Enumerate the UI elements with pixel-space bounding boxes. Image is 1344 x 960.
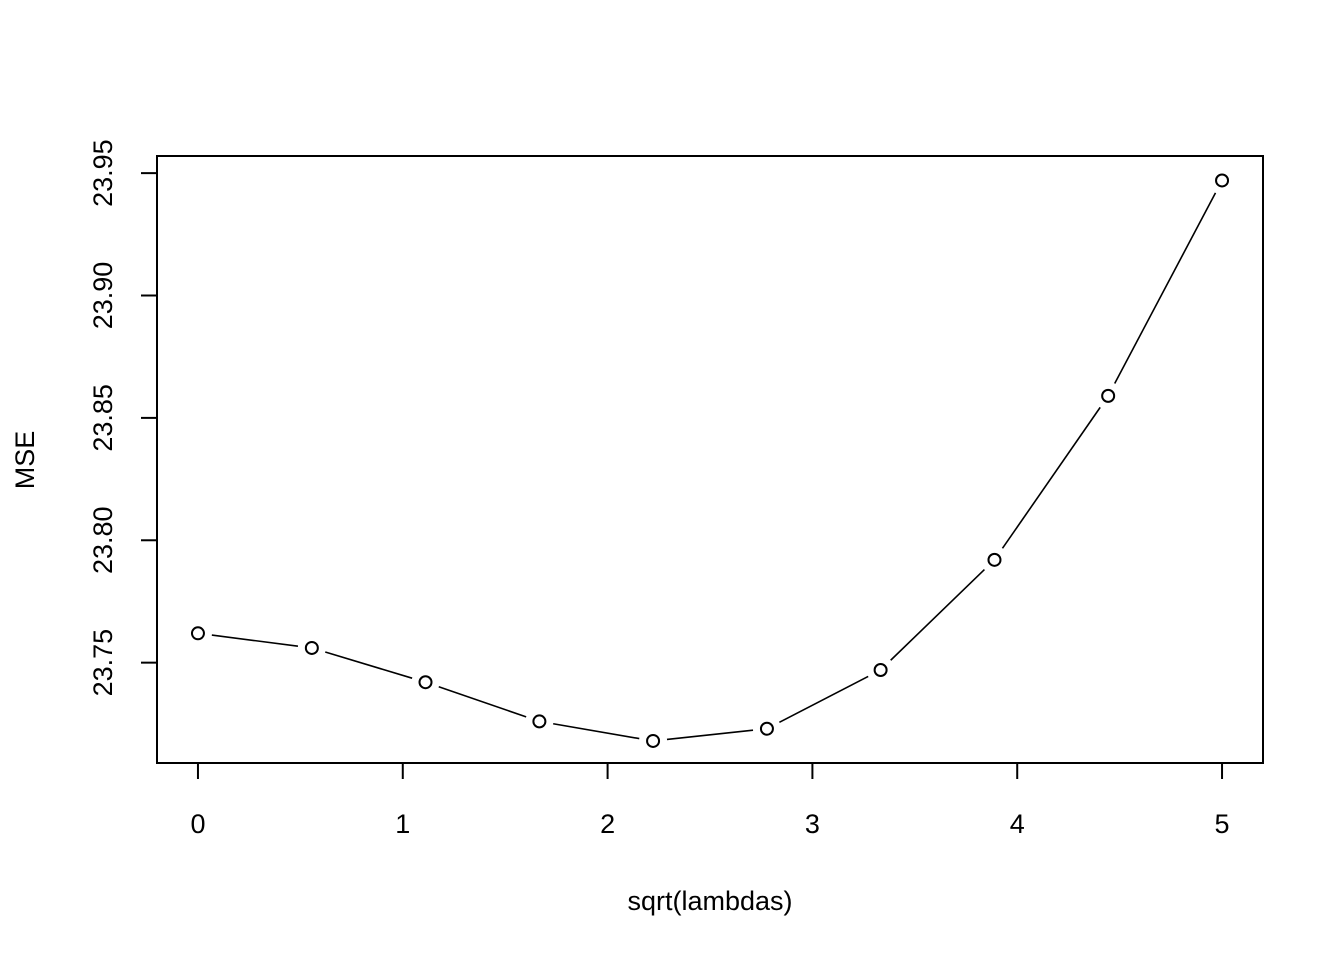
data-point (532, 714, 547, 729)
series-line-segment (779, 675, 869, 724)
data-point (987, 552, 1002, 567)
series-layer (190, 173, 1230, 748)
plot-frame (156, 155, 1264, 764)
x-axis: 0 1 2 3 4 5 (190, 762, 1230, 839)
y-axis: 23.75 23.80 23.85 23.90 23.95 (88, 139, 158, 697)
series-line-segment (325, 651, 413, 679)
data-point (418, 675, 433, 690)
series-line-segment (1001, 406, 1101, 549)
data-point (1215, 173, 1230, 188)
y-tick-label: 23.80 (88, 506, 118, 574)
series-line-segment (438, 686, 527, 718)
x-tick-label: 1 (395, 809, 410, 839)
x-tick-label: 2 (600, 809, 615, 839)
y-tick-label: 23.90 (88, 262, 118, 330)
x-tick-label: 4 (1010, 809, 1025, 839)
x-tick-label: 3 (805, 809, 820, 839)
series-line-segment (211, 634, 299, 647)
data-point (873, 662, 888, 677)
data-point (759, 721, 774, 736)
data-point (304, 640, 319, 655)
y-axis-label: MSE (10, 431, 40, 490)
x-tick-label: 0 (190, 809, 205, 839)
data-point (190, 626, 205, 641)
data-point (1101, 388, 1116, 403)
data-point (646, 733, 661, 748)
y-tick-label: 23.85 (88, 384, 118, 452)
y-tick-label: 23.75 (88, 629, 118, 697)
x-tick-label: 5 (1215, 809, 1230, 839)
series-line-segment (890, 569, 985, 661)
x-axis-label: sqrt(lambdas) (627, 886, 792, 916)
series-line-segment (553, 722, 640, 740)
series-line-segment (1113, 192, 1217, 384)
series-line-segment (666, 729, 754, 741)
y-tick-label: 23.95 (88, 139, 118, 207)
